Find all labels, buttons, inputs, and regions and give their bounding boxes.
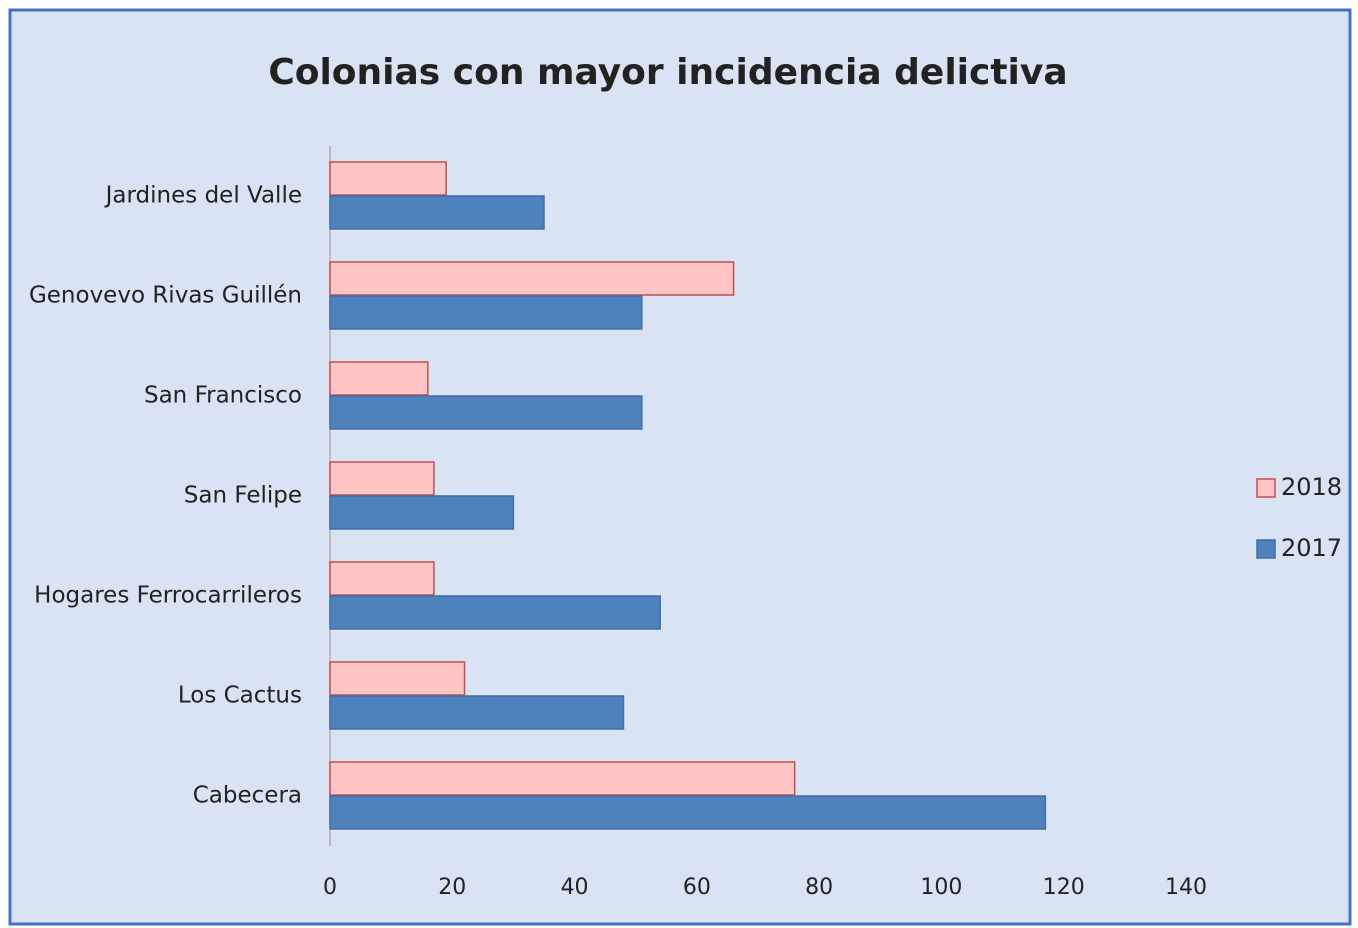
bar <box>329 561 435 596</box>
legend-swatch <box>1256 478 1276 498</box>
x-tick-label: 40 <box>561 875 589 900</box>
bar <box>329 661 466 696</box>
bar <box>329 461 435 496</box>
y-tick-label: Hogares Ferrocarrileros <box>34 583 302 609</box>
x-tick-label: 140 <box>1165 875 1207 900</box>
x-tick-label: 20 <box>438 875 466 900</box>
x-tick-label: 100 <box>920 875 962 900</box>
x-tick-label: 60 <box>683 875 711 900</box>
bar <box>329 695 625 730</box>
x-tick-label: 0 <box>323 875 337 900</box>
bar <box>329 795 1047 830</box>
bar <box>329 295 643 330</box>
y-tick-label: San Francisco <box>144 383 302 409</box>
bar <box>329 195 545 230</box>
x-tick-label: 80 <box>805 875 833 900</box>
bar <box>329 261 735 296</box>
legend-swatch <box>1256 539 1276 559</box>
x-tick-label: 120 <box>1043 875 1085 900</box>
bar <box>329 595 661 630</box>
y-tick-label: Jardines del Valle <box>104 183 302 209</box>
y-tick-label: Los Cactus <box>178 683 302 709</box>
chart-title: Colonias con mayor incidencia delictiva <box>268 52 1067 93</box>
bar <box>329 161 447 196</box>
y-tick-label: San Felipe <box>184 483 302 509</box>
y-tick-label: Cabecera <box>193 783 302 809</box>
bar <box>329 761 796 796</box>
bar <box>329 361 429 396</box>
bar <box>329 495 515 530</box>
legend-label: 2018 <box>1281 473 1342 501</box>
bar <box>329 395 643 430</box>
y-tick-label: Genovevo Rivas Guillén <box>29 283 302 309</box>
legend-label: 2017 <box>1281 534 1342 562</box>
